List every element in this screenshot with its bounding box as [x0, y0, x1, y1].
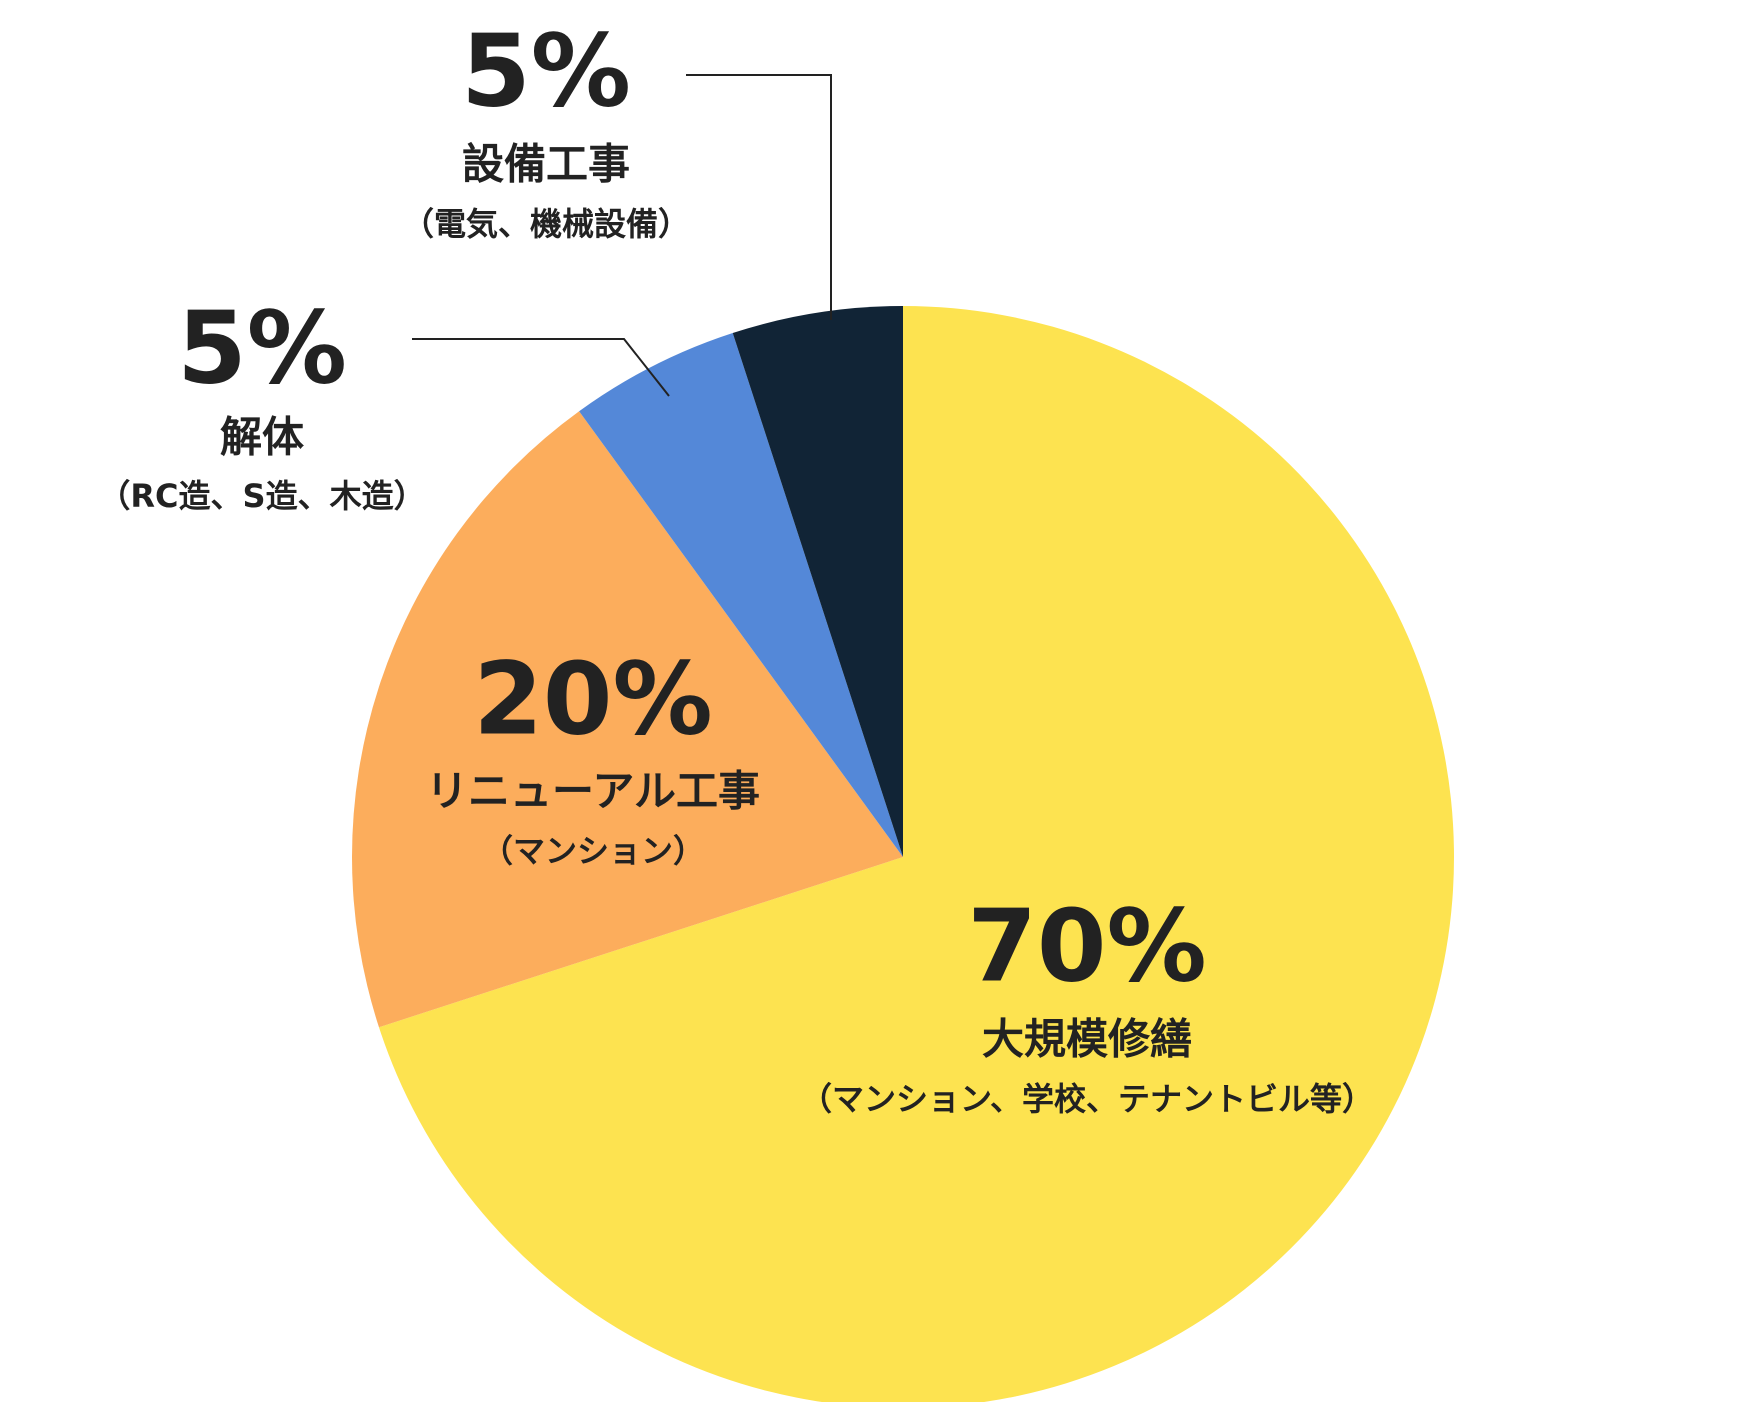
leader-line: [412, 338, 670, 397]
category-label: 大規模修繕: [982, 1015, 1192, 1064]
category-note: （RC造、S造、木造）: [98, 477, 425, 515]
value-label: 5%: [461, 12, 631, 129]
leader-line: [686, 74, 832, 320]
category-label: 設備工事: [462, 140, 630, 189]
value-label: 20%: [473, 640, 712, 757]
value-label: 5%: [177, 289, 347, 406]
category-label: 解体: [220, 413, 304, 462]
pie-slice: [732, 306, 903, 857]
value-label: 70%: [967, 887, 1206, 1004]
category-label: リニューアル工事: [426, 767, 760, 816]
category-note: （電気、機械設備）: [402, 205, 690, 243]
pie-slice: [579, 332, 903, 857]
pie-slice: [351, 411, 903, 1028]
category-note: （マンション）: [481, 832, 705, 870]
category-note: （マンション、学校、テナントビル等）: [800, 1080, 1374, 1118]
pie-slice: [378, 306, 1454, 1402]
